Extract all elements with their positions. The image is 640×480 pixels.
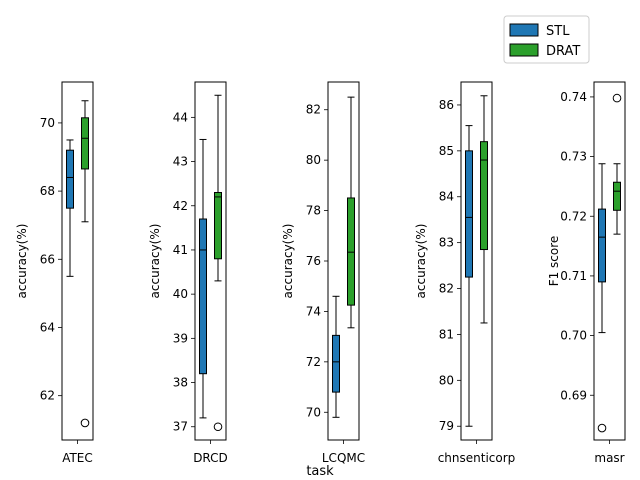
legend-swatch-stl [509, 23, 539, 37]
axes-frame [61, 81, 94, 441]
axes-frame [194, 81, 227, 441]
axes-frame [593, 81, 626, 441]
x-tick-label: LCQMC [322, 451, 365, 465]
y-tick-label: 0.73 [560, 150, 587, 164]
box-iqr [332, 334, 340, 393]
y-tick-label: 74 [306, 304, 321, 318]
axes-frame [327, 81, 360, 441]
outlier-point [612, 93, 622, 103]
panel-ATEC: 62 64 66 68 70 accuracy(%) ATEC [15, 81, 94, 465]
y-tick-label: 0.71 [560, 269, 587, 283]
panel-chnsenticorp: 79 80 81 82 83 84 85 86 accuracy(%) chnsenticorp [414, 81, 516, 465]
y-tick-label: 0.69 [560, 388, 587, 402]
outlier-point [213, 422, 223, 432]
y-tick-label: 64 [40, 320, 55, 334]
box-iqr [598, 208, 606, 283]
y-tick-label: 80 [439, 373, 454, 387]
legend-swatch-drat [509, 43, 539, 57]
y-tick-label: 81 [439, 327, 454, 341]
y-axis-label: F1 score [547, 236, 561, 287]
y-axis-label: accuracy(%) [414, 224, 428, 299]
y-tick-label: 62 [40, 389, 55, 403]
box-stl [465, 125, 473, 427]
box-stl [199, 138, 207, 419]
y-tick-label: 43 [173, 155, 188, 169]
y-tick-label: 70 [306, 405, 321, 419]
legend: STL DRAT [503, 15, 590, 64]
box-drat [347, 96, 355, 329]
outlier-point [597, 423, 607, 433]
x-axis-label: task [306, 464, 334, 479]
box-stl [66, 139, 74, 277]
x-tick-label: chnsenticorp [438, 451, 516, 465]
y-tick-label: 84 [439, 190, 454, 204]
y-tick-label: 86 [439, 98, 454, 112]
box-iqr [214, 191, 222, 260]
y-axis-label: accuracy(%) [281, 224, 295, 299]
y-tick-label: 37 [173, 420, 188, 434]
box-drat [480, 95, 488, 324]
x-tick-label: ATEC [62, 451, 93, 465]
y-tick-label: 70 [40, 116, 55, 130]
box-stl [332, 295, 340, 418]
box-drat [80, 100, 90, 428]
y-tick-label: 79 [439, 419, 454, 433]
y-tick-label: 82 [306, 103, 321, 117]
box-drat [213, 94, 223, 432]
box-iqr [66, 149, 74, 209]
y-tick-label: 42 [173, 199, 188, 213]
y-tick-label: 40 [173, 287, 188, 301]
y-tick-label: 39 [173, 331, 188, 345]
y-tick-label: 0.74 [560, 90, 587, 104]
y-tick-label: 82 [439, 282, 454, 296]
axes-frame [460, 81, 493, 441]
box-iqr [199, 218, 207, 375]
y-tick-label: 38 [173, 376, 188, 390]
panel-DRCD: 37 38 39 40 41 42 43 44 accuracy(%) DRCD [148, 81, 228, 465]
chart-panels: 62 64 66 68 70 accuracy(%) ATEC 37 38 39 40 41 42 43 4… [15, 81, 626, 465]
y-tick-label: 0.72 [560, 209, 587, 223]
y-tick-label: 83 [439, 236, 454, 250]
y-tick-label: 44 [173, 110, 188, 124]
legend-label-stl: STL [546, 24, 570, 39]
y-tick-label: 66 [40, 252, 55, 266]
y-axis-label: accuracy(%) [148, 224, 162, 299]
y-tick-label: 78 [306, 204, 321, 218]
y-axis-label: accuracy(%) [15, 224, 29, 299]
box-iqr [347, 197, 355, 306]
box-iqr [480, 141, 488, 251]
y-tick-label: 72 [306, 355, 321, 369]
outlier-point [80, 418, 90, 428]
y-tick-label: 76 [306, 254, 321, 268]
y-tick-label: 41 [173, 243, 188, 257]
x-tick-label: masr [594, 451, 624, 465]
y-tick-label: 85 [439, 144, 454, 158]
box-iqr [81, 117, 89, 170]
y-tick-label: 80 [306, 153, 321, 167]
box-iqr [613, 181, 621, 211]
y-tick-label: 68 [40, 184, 55, 198]
y-tick-label: 0.70 [560, 329, 587, 343]
box-stl [597, 163, 607, 433]
panel-masr: 0.69 0.70 0.71 0.72 0.73 0.74 F1 score masr [547, 81, 626, 465]
x-tick-label: DRCD [193, 451, 228, 465]
box-drat [612, 93, 622, 235]
box-iqr [465, 150, 473, 278]
panel-LCQMC: 70 72 74 76 78 80 82 accuracy(%) LCQMC [281, 81, 365, 465]
legend-label-drat: DRAT [546, 44, 580, 59]
